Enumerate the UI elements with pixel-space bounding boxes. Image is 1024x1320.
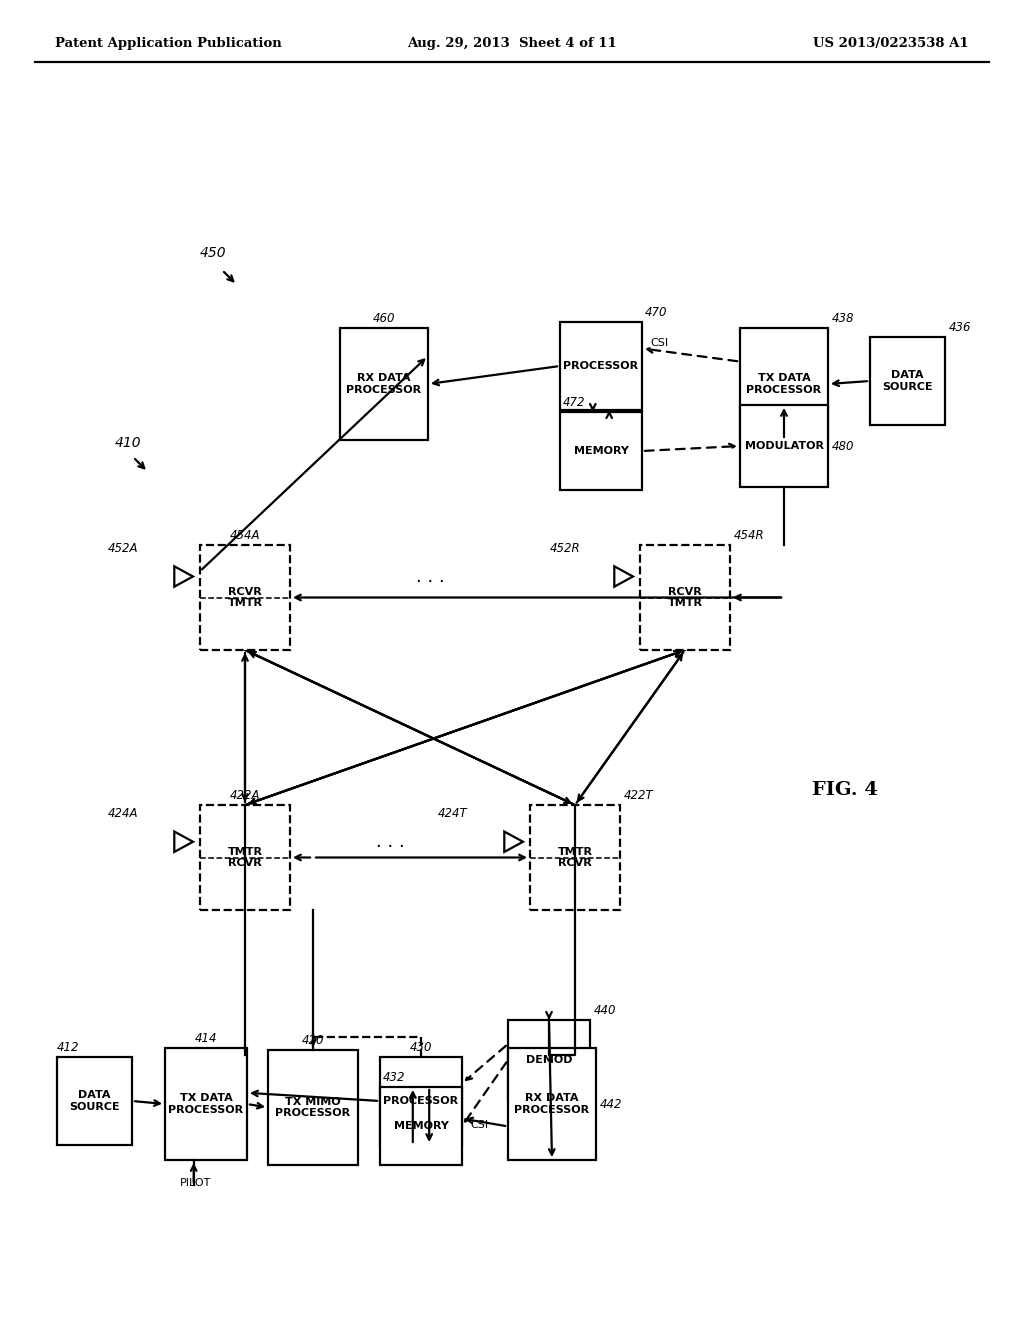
Bar (57, 1057, 132, 1144)
Text: DATA
SOURCE: DATA SOURCE (70, 1090, 120, 1111)
Bar (530, 805, 620, 909)
Bar (560, 322, 642, 411)
Text: 422A: 422A (229, 789, 260, 803)
Text: 470: 470 (645, 306, 668, 319)
Text: 410: 410 (115, 436, 141, 450)
Text: RCVR
TMTR: RCVR TMTR (227, 586, 262, 609)
Bar (380, 1057, 462, 1144)
Text: 436: 436 (949, 321, 972, 334)
Text: Aug. 29, 2013  Sheet 4 of 11: Aug. 29, 2013 Sheet 4 of 11 (408, 37, 616, 50)
Text: MODULATOR: MODULATOR (744, 441, 823, 451)
Text: PROCESSOR: PROCESSOR (383, 1096, 459, 1106)
Text: MEMORY: MEMORY (393, 1121, 449, 1131)
Text: . . .: . . . (416, 568, 444, 586)
Text: Patent Application Publication: Patent Application Publication (55, 37, 282, 50)
Text: CSI: CSI (470, 1119, 488, 1130)
Text: 450: 450 (200, 246, 226, 260)
Text: 424A: 424A (108, 807, 138, 820)
Text: 430: 430 (410, 1041, 432, 1053)
Bar (640, 545, 730, 649)
Text: DEMOD: DEMOD (525, 1055, 572, 1065)
Text: TMTR
RCVR: TMTR RCVR (557, 846, 593, 869)
Text: 452R: 452R (550, 541, 581, 554)
Text: RX DATA
PROCESSOR: RX DATA PROCESSOR (346, 374, 422, 395)
Bar (560, 412, 642, 490)
Text: 454A: 454A (229, 529, 260, 543)
Bar (508, 1020, 590, 1100)
Text: 440: 440 (594, 1005, 616, 1016)
Text: TX MIMO
PROCESSOR: TX MIMO PROCESSOR (275, 1097, 350, 1118)
Text: 480: 480 (831, 440, 854, 453)
Text: 432: 432 (383, 1071, 406, 1084)
Text: RX DATA
PROCESSOR: RX DATA PROCESSOR (514, 1093, 590, 1115)
Text: . . .: . . . (376, 833, 404, 851)
Text: 414: 414 (195, 1032, 217, 1045)
Bar (740, 327, 828, 440)
Text: TX DATA
PROCESSOR: TX DATA PROCESSOR (746, 374, 821, 395)
Text: TMTR
RCVR: TMTR RCVR (227, 846, 262, 869)
Bar (200, 805, 290, 909)
Text: 438: 438 (831, 312, 854, 325)
Text: CSI: CSI (650, 338, 668, 348)
Text: FIG. 4: FIG. 4 (812, 781, 878, 799)
Bar (340, 327, 428, 440)
Text: RCVR
TMTR: RCVR TMTR (668, 586, 702, 609)
Text: MEMORY: MEMORY (573, 446, 629, 455)
Bar (200, 545, 290, 649)
Text: 442: 442 (600, 1097, 623, 1110)
Bar (268, 1049, 358, 1166)
Text: 412: 412 (57, 1041, 80, 1053)
Text: PROCESSOR: PROCESSOR (563, 360, 639, 371)
Bar (165, 1048, 247, 1160)
Text: 460: 460 (373, 312, 395, 325)
Text: TX DATA
PROCESSOR: TX DATA PROCESSOR (168, 1093, 244, 1115)
Bar (870, 337, 945, 425)
Text: 420: 420 (302, 1034, 325, 1047)
Text: 452A: 452A (108, 541, 138, 554)
Text: 422T: 422T (624, 789, 653, 803)
Bar (508, 1048, 596, 1160)
Text: DATA
SOURCE: DATA SOURCE (883, 370, 933, 392)
Text: 424T: 424T (438, 807, 468, 820)
Text: 472: 472 (563, 396, 586, 409)
Text: US 2013/0223538 A1: US 2013/0223538 A1 (813, 37, 969, 50)
Bar (380, 1086, 462, 1166)
Text: 454R: 454R (734, 529, 765, 543)
Bar (740, 405, 828, 487)
Text: PILOT: PILOT (180, 1177, 211, 1188)
